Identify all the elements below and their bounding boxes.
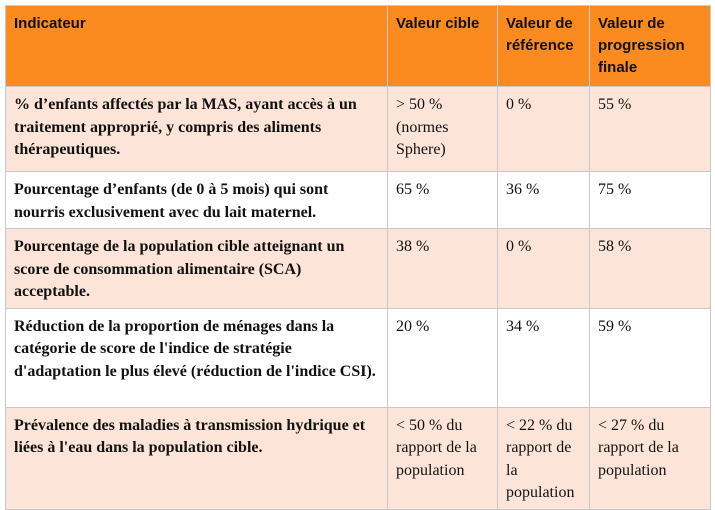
final-value-cell: 58 % — [589, 228, 711, 309]
table-row: Pourcentage d’enfants (de 0 à 5 mois) qu… — [5, 171, 711, 229]
reference-value-cell: 34 % — [497, 307, 590, 408]
table-row: % d’enfants affectés par la MAS, ayant a… — [5, 86, 711, 172]
target-value-cell: > 50 % (normes Sphere) — [387, 86, 498, 172]
final-value-cell: 75 % — [589, 171, 711, 229]
indicator-cell: Réduction de la proportion de ménages da… — [5, 307, 388, 408]
indicator-cell: Prévalence des maladies à transmission h… — [5, 406, 388, 510]
target-value-cell: 38 % — [387, 228, 498, 309]
final-value-cell: 55 % — [589, 86, 711, 172]
table-row: Pourcentage de la population cible attei… — [5, 228, 711, 309]
target-value-cell: 20 % — [387, 307, 498, 408]
reference-value-cell: < 22 % du rapport de la population — [497, 406, 590, 510]
indicator-cell: Pourcentage de la population cible attei… — [5, 228, 388, 309]
indicator-cell: Pourcentage d’enfants (de 0 à 5 mois) qu… — [5, 171, 388, 229]
table-row: Réduction de la proportion de ménages da… — [5, 307, 711, 408]
header-final-progress-value: Valeur de progression finale — [589, 5, 711, 87]
target-value-cell: < 50 % du rapport de la population — [387, 406, 498, 510]
header-row: Indicateur Valeur cible Valeur de référe… — [5, 5, 711, 87]
indicators-table: Indicateur Valeur cible Valeur de référe… — [5, 5, 711, 510]
final-value-cell: 59 % — [589, 307, 711, 408]
table-row: Prévalence des maladies à transmission h… — [5, 406, 711, 510]
reference-value-cell: 0 % — [497, 228, 590, 309]
target-value-cell: 65 % — [387, 171, 498, 229]
reference-value-cell: 0 % — [497, 86, 590, 172]
reference-value-cell: 36 % — [497, 171, 590, 229]
final-value-cell: < 27 % du rapport de la population — [589, 406, 711, 510]
indicator-cell: % d’enfants affectés par la MAS, ayant a… — [5, 86, 388, 172]
header-reference-value: Valeur de référence — [497, 5, 590, 87]
header-indicator: Indicateur — [5, 5, 388, 87]
header-target-value: Valeur cible — [387, 5, 498, 87]
